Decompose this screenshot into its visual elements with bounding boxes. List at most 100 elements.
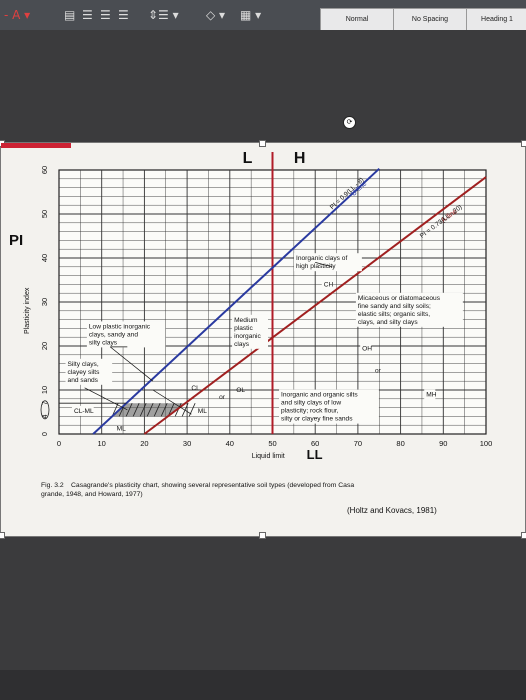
hatch-stroke — [160, 403, 168, 417]
label-silty: and sands — [68, 377, 99, 384]
y-tick-label: 10 — [40, 386, 49, 394]
y-tick-label: 30 — [40, 298, 49, 306]
label-low-plastic: Low plastic inorganic — [89, 323, 151, 330]
y-tick-label: 40 — [40, 254, 49, 262]
label-inorganic-silts: Inorganic and organic silts — [281, 392, 358, 399]
x-tick-label: 70 — [354, 439, 362, 448]
x-axis-big-label: LL — [307, 447, 323, 462]
label-inorganic-silts: plasticity; rock flour, — [281, 408, 339, 415]
label-cl-ml-box — [71, 405, 94, 416]
label-mh-box — [424, 389, 436, 400]
label-low-plastic: silty clays — [89, 339, 118, 346]
label-ml-1: ML — [117, 425, 126, 432]
label-or-2: or — [219, 394, 226, 401]
label-medium: inorganic — [234, 333, 261, 340]
x-tick-label: 60 — [311, 439, 319, 448]
x-tick-label: 80 — [396, 439, 404, 448]
high-plasticity-letter: H — [294, 150, 306, 167]
x-tick-label: 40 — [226, 439, 234, 448]
x-tick-label: 20 — [140, 439, 148, 448]
x-axis-label: Liquid limit — [252, 453, 285, 460]
justify-icon[interactable]: ☰ — [118, 8, 129, 22]
borders-icon[interactable]: ▦ ▾ — [240, 8, 262, 22]
label-low-plastic-box — [86, 321, 166, 348]
status-bar — [0, 670, 526, 700]
x-tick-label: 50 — [268, 439, 276, 448]
hatch-stroke — [132, 403, 140, 417]
label-micaceous: Micaceous or diatomaceous — [358, 295, 441, 302]
label-medium-box — [232, 314, 269, 349]
y-tick-label: 50 — [40, 210, 49, 218]
label-ch-desc: high plasticity — [296, 263, 336, 270]
style-no-spacing[interactable]: No Spacing — [393, 8, 467, 32]
label-medium: clays — [234, 341, 250, 348]
x-tick-label: 30 — [183, 439, 191, 448]
arrow-low-plastic — [110, 346, 154, 382]
caption-credit: (Holtz and Kovacs, 1981) — [347, 506, 437, 515]
a-line — [143, 176, 487, 435]
label-micaceous: fine sandy and silty soils; — [358, 303, 431, 310]
caption-text-2: grande, 1948, and Howard, 1977) — [41, 491, 143, 498]
resize-handle-bottom-left[interactable] — [0, 532, 5, 539]
align-left-icon[interactable]: ▤ — [64, 8, 76, 22]
x-tick-label: 0 — [57, 439, 61, 448]
caption-fig: Fig. 3.2 — [41, 482, 64, 489]
x-tick-label: 100 — [480, 439, 493, 448]
label-silty: Silty clays, — [68, 361, 99, 368]
label-medium: plastic — [234, 325, 253, 332]
rotate-handle[interactable]: ⟳ — [343, 116, 356, 129]
hatch-stroke — [125, 403, 133, 417]
hatch-stroke — [153, 403, 161, 417]
label-medium: Medium — [234, 317, 258, 324]
font-color-icon[interactable]: - A ▾ — [4, 8, 31, 22]
low-plasticity-letter: L — [243, 150, 253, 167]
resize-handle-bottom-right[interactable] — [521, 532, 526, 539]
label-inorganic-silts: silty or clayey fine sands — [281, 416, 353, 423]
label-mh: MH — [426, 392, 436, 399]
hatch-stroke — [146, 403, 154, 417]
label-ch: CH — [324, 282, 334, 289]
shading-icon[interactable]: ◇ ▾ — [206, 8, 226, 22]
label-ml-2: ML — [198, 408, 207, 415]
style-normal[interactable]: Normal — [320, 8, 394, 32]
label-micaceous-box — [355, 292, 463, 327]
x-tick-label: 90 — [439, 439, 447, 448]
y-tick-label: 20 — [40, 342, 49, 350]
hatch-stroke — [181, 403, 189, 417]
label-ol: OL — [236, 387, 245, 394]
y-tick-label: 60 — [40, 166, 49, 174]
label-low-plastic: clays, sandy and — [89, 331, 138, 338]
resize-handle-top-right[interactable] — [521, 140, 526, 147]
x-tick-label: 10 — [98, 439, 106, 448]
pi-4-7-ellipse — [40, 400, 50, 420]
style-heading-1[interactable]: Heading 1 — [466, 8, 526, 32]
label-cl-ml: CL-ML — [74, 408, 94, 415]
label-micaceous: clays, and silty clays — [358, 319, 418, 326]
label-ch-box — [321, 279, 333, 290]
y-tick-extra: 4 — [42, 414, 49, 418]
resize-handle-bottom[interactable] — [259, 532, 266, 539]
toolbar-ribbon: - A ▾ ▤ ☰ ☰ ☰ ⇕☰ ▾ ◇ ▾ ▦ ▾ Normal No Spa… — [0, 0, 526, 32]
arrow-ch — [315, 262, 333, 268]
arrow-silty — [84, 387, 128, 411]
align-right-icon[interactable]: ☰ — [100, 8, 111, 22]
label-silty-box — [65, 358, 113, 385]
label-ch-desc-box — [293, 253, 362, 272]
label-silty: clayey silts — [68, 369, 101, 376]
resize-handle-top[interactable] — [259, 140, 266, 147]
arrow-silty-2 — [152, 389, 192, 415]
label-oh-box — [360, 343, 372, 354]
label-inorganic-silts-box — [279, 389, 379, 424]
y-axis-big-label: PI — [9, 232, 23, 249]
label-oh: OH — [362, 345, 372, 352]
page-accent — [1, 143, 71, 148]
label-inorganic-silts: and silty clays of low — [281, 400, 341, 407]
caption-text-1: Casagrande's plasticity chart, showing s… — [71, 482, 354, 489]
image-frame[interactable]: U-line PI = 0.9(LL - 8) A-line PI = 0.73(LL… — [0, 140, 526, 539]
label-micaceous: elastic silts; organic silts, — [358, 311, 430, 318]
line-spacing-icon[interactable]: ⇕☰ ▾ — [148, 8, 179, 22]
align-center-icon[interactable]: ☰ — [82, 8, 93, 22]
label-or-1: or — [375, 367, 382, 374]
y-tick-extra: 0 — [42, 432, 49, 436]
